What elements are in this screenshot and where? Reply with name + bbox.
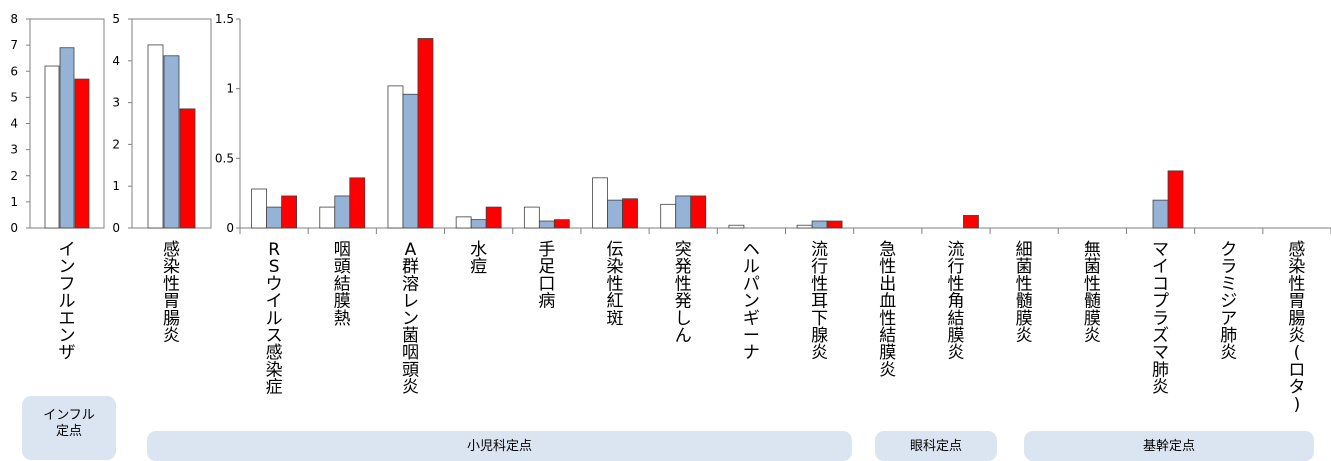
bar-2-0-0 xyxy=(251,188,267,229)
bar-2-1-0 xyxy=(319,206,336,229)
category-label: 水痘 xyxy=(470,240,487,277)
group-label-influenza-line2: 定点 xyxy=(55,424,82,439)
chart-0-y-tick-label: 6 xyxy=(10,64,18,78)
chart-2-y-tick-label: 1 xyxy=(226,82,234,96)
bar-1-0-1 xyxy=(163,55,180,229)
bar-0-0-2 xyxy=(74,78,90,229)
chart-0-y-tick-label: 2 xyxy=(10,169,18,183)
category-label: 感染性胃腸炎 xyxy=(163,240,180,346)
category-label: 無菌性髄膜炎 xyxy=(1084,240,1101,346)
bar-2-8-2 xyxy=(826,220,843,229)
chart-1-y-tick-label: 2 xyxy=(112,137,120,151)
category-label: 突発性発しん xyxy=(675,240,692,346)
bar-0-0-0 xyxy=(44,65,60,229)
bar-2-5-2 xyxy=(622,198,638,229)
bar-2-1-1 xyxy=(334,195,351,229)
category-label: 感染性胃腸炎(ロタ) xyxy=(1288,240,1305,415)
chart-0-y-tick-label: 4 xyxy=(10,117,18,131)
chart-0-y-tick-label: 7 xyxy=(10,38,18,52)
chart-1-y-tick-label: 4 xyxy=(112,54,120,68)
bar-2-6-2 xyxy=(690,195,707,229)
bar-2-13-2 xyxy=(1167,170,1184,229)
bar-2-2-2 xyxy=(417,38,434,229)
bar-2-6-0 xyxy=(660,203,677,229)
category-label: ヘルパンギーナ xyxy=(743,240,760,363)
category-label: A 群溶レン菌咽頭炎 xyxy=(402,240,419,398)
bar-2-4-2 xyxy=(553,219,570,229)
group-label-ophthalmology: 眼科定点 xyxy=(875,431,997,461)
category-label: 咽頭結膜熱 xyxy=(334,240,351,329)
bar-1-0-0 xyxy=(147,44,164,229)
bar-2-10-2 xyxy=(963,215,979,229)
chart-2-y-tick-label: 0 xyxy=(226,221,234,235)
bar-2-5-0 xyxy=(592,177,608,229)
bar-0-0-1 xyxy=(59,47,75,229)
category-label: 伝染性紅斑 xyxy=(607,240,624,329)
bar-2-4-1 xyxy=(538,220,555,229)
category-label: クラミジア肺炎 xyxy=(1220,240,1237,363)
chart-0-y-tick-label: 3 xyxy=(10,143,18,157)
chart-1-y-tick-label: 5 xyxy=(112,12,120,26)
chart-0-y-tick-label: 8 xyxy=(10,12,18,26)
bar-2-7-0 xyxy=(728,224,745,229)
group-label-pediatric: 小児科定点 xyxy=(147,431,852,461)
bar-2-8-0 xyxy=(796,224,813,229)
category-label: マイコプラズマ肺炎 xyxy=(1152,240,1169,398)
bar-2-5-1 xyxy=(607,199,623,229)
chart-0-y-tick-label: 0 xyxy=(10,221,18,235)
category-label: インフルエンザ xyxy=(59,240,76,363)
group-label-sentinel: 基幹定点 xyxy=(1024,431,1314,461)
bar-2-2-0 xyxy=(387,85,404,229)
category-label: 手足口病 xyxy=(538,240,555,312)
chart-0-y-tick-label: 5 xyxy=(10,90,18,104)
category-label: 流行性角結膜炎 xyxy=(947,240,964,363)
bar-2-0-1 xyxy=(266,206,282,229)
bar-2-4-0 xyxy=(523,206,540,229)
category-label: 急性出血性結膜炎 xyxy=(879,240,896,380)
chart-1-y-tick-label: 3 xyxy=(112,96,120,110)
bar-1-0-2 xyxy=(179,108,196,229)
category-label: R S ウイルス感染症 xyxy=(266,240,283,398)
bar-2-1-2 xyxy=(349,177,366,229)
chart-1-y-tick-label: 0 xyxy=(112,221,120,235)
chart-0-y-tick-label: 1 xyxy=(10,195,18,209)
bar-2-3-0 xyxy=(455,216,472,229)
chart-1-y-tick-label: 1 xyxy=(112,179,120,193)
category-label: 細菌性髄膜炎 xyxy=(1016,240,1033,346)
bar-2-6-1 xyxy=(675,195,692,229)
group-label-influenza: インフル 定点 xyxy=(22,396,116,460)
bar-2-3-2 xyxy=(485,206,502,229)
bar-2-8-1 xyxy=(811,220,828,229)
bar-2-13-1 xyxy=(1152,199,1169,229)
bar-2-2-1 xyxy=(402,93,419,229)
chart-2-y-tick-label: 0.5 xyxy=(215,151,234,165)
chart-2-y-tick-label: 1.5 xyxy=(215,12,234,26)
bar-2-3-1 xyxy=(470,219,487,229)
bar-2-0-2 xyxy=(281,195,297,229)
group-label-influenza-line1: インフル xyxy=(43,408,95,423)
category-label: 流行性耳下腺炎 xyxy=(811,240,828,363)
